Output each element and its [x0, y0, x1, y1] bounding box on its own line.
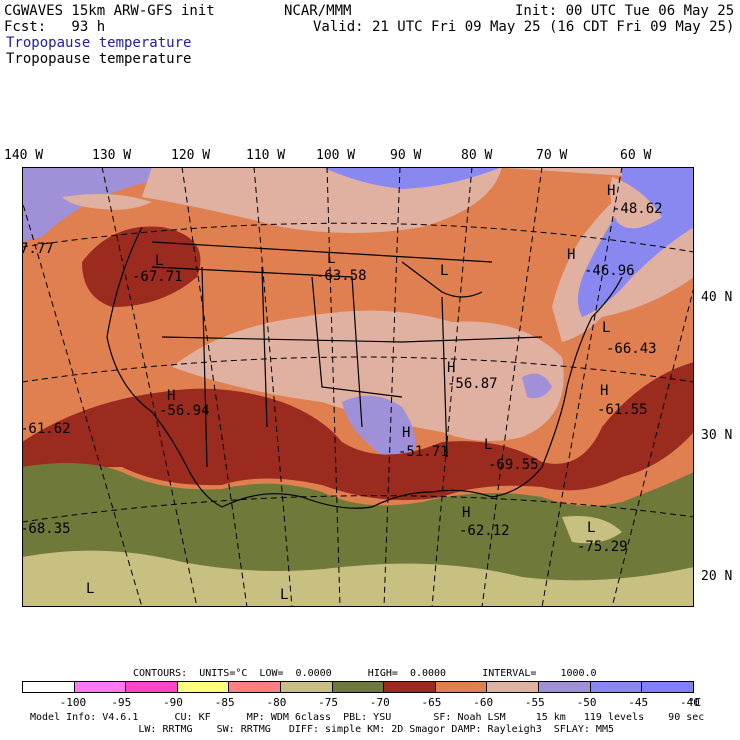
colorbar-tick-label: -75 — [318, 696, 339, 709]
map-marker-west-h: H — [167, 388, 175, 404]
map-value-se: -69.55 — [488, 457, 539, 473]
map-value-edge1: 7.77 — [22, 241, 54, 257]
colorbar-tick-label: -85 — [214, 696, 235, 709]
lon-label-70w: 70 W — [536, 148, 568, 163]
contour-info: CONTOURS: UNITS=°C LOW= 0.0000 HIGH= 0.0… — [133, 668, 597, 679]
lon-label-130w: 130 W — [92, 148, 132, 163]
lon-label-100w: 100 W — [316, 148, 356, 163]
valid-time: Valid: 21 UTC Fri 09 May 25 (16 CDT Fri … — [313, 19, 735, 35]
map-marker-lakes-l: L — [440, 263, 448, 279]
model-info-line1: Model Info: V4.6.1 CU: KF MP: WDM 6class… — [30, 712, 705, 723]
colorbar-swatch — [332, 682, 385, 692]
colorbar-tick-label: -60 — [473, 696, 494, 709]
colorbar-swatch — [229, 682, 282, 692]
colorbar-tick-label: -50 — [576, 696, 597, 709]
map-marker-sw-l2: L — [280, 587, 288, 603]
colorbar-swatch — [487, 682, 540, 692]
map-value-east: -66.43 — [606, 341, 657, 357]
tropopause-temperature-map: L -67.71 L -63.58 L H -48.62 H -46.96 L … — [22, 167, 694, 607]
colorbar-swatch — [23, 682, 75, 692]
lat-label-20n: 20 N — [701, 569, 733, 584]
lon-label-90w: 90 W — [390, 148, 422, 163]
colorbar-swatch — [126, 682, 178, 692]
lon-label-80w: 80 W — [461, 148, 493, 163]
colorbar-swatch — [74, 682, 127, 692]
map-value-south: -51.71 — [398, 444, 449, 460]
map-marker-se-l: L — [484, 437, 492, 453]
map-value-atlantic: -61.55 — [597, 402, 648, 418]
map-value-carib: -75.29 — [577, 539, 628, 555]
lon-label-110w: 110 W — [246, 148, 286, 163]
colorbar-tick-label: -65 — [421, 696, 442, 709]
color-bar — [22, 681, 694, 693]
map-value-west: -56.94 — [159, 403, 210, 419]
colorbar-tick-label: -80 — [266, 696, 287, 709]
org-label: NCAR/MMM — [284, 3, 352, 19]
colorbar-unit: °C — [688, 696, 702, 709]
map-value-ne1: -48.62 — [612, 201, 663, 217]
lon-label-140w: 140 W — [4, 148, 44, 163]
init-time: Init: 00 UTC Tue 06 May 25 — [515, 3, 735, 19]
model-title: CGWAVES 15km ARW-GFS init — [4, 3, 215, 19]
colorbar-tick-label: -70 — [369, 696, 390, 709]
map-value-nw: -67.71 — [132, 269, 183, 285]
colorbar-swatch — [435, 682, 488, 692]
map-marker-sw-l1: L — [86, 581, 94, 597]
map-marker-nw-l: L — [155, 253, 163, 269]
map-marker-carib-l: L — [587, 520, 595, 536]
colorbar-tick-label: -90 — [163, 696, 183, 709]
colorbar-tick-label: -55 — [524, 696, 545, 709]
lon-label-120w: 120 W — [171, 148, 211, 163]
colorbar-tick-label: -95 — [111, 696, 132, 709]
map-value-edge3: -68.35 — [22, 521, 71, 537]
field-title-black: Tropopause temperature — [6, 51, 192, 67]
map-marker-north-l: L — [327, 251, 335, 267]
colorbar-swatch — [539, 682, 591, 692]
colorbar-swatch — [642, 682, 693, 692]
colorbar-swatch — [590, 682, 643, 692]
map-value-central: -56.87 — [447, 376, 498, 392]
colorbar-swatch — [384, 682, 436, 692]
map-marker-ne-h1: H — [607, 183, 615, 199]
lon-label-60w: 60 W — [620, 148, 652, 163]
forecast-hour: Fcst: 93 h — [4, 19, 106, 35]
map-value-ne2: -46.96 — [584, 263, 635, 279]
field-title-blue: Tropopause temperature — [6, 35, 192, 51]
map-marker-gulf-h: H — [462, 505, 470, 521]
colorbar-tick-label: -45 — [628, 696, 649, 709]
colorbar-swatch — [177, 682, 230, 692]
map-marker-central-h: H — [447, 360, 455, 376]
map-marker-east-l: L — [602, 320, 610, 336]
map-value-north: -63.58 — [316, 268, 367, 284]
map-marker-atlantic-h: H — [600, 383, 608, 399]
map-value-edge2: -61.62 — [22, 421, 71, 437]
model-info-line2: LW: RRTMG SW: RRTMG DIFF: simple KM: 2D … — [30, 724, 614, 735]
colorbar-tick-label: -100 — [59, 696, 87, 709]
map-value-gulf: -62.12 — [459, 523, 510, 539]
lat-label-40n: 40 N — [701, 290, 733, 305]
colorbar-tick-label: -40 — [680, 696, 700, 709]
lat-label-30n: 30 N — [701, 428, 733, 443]
map-marker-ne-h2: H — [567, 247, 575, 263]
map-marker-south-h: H — [402, 425, 410, 441]
colorbar-swatch — [281, 682, 333, 692]
